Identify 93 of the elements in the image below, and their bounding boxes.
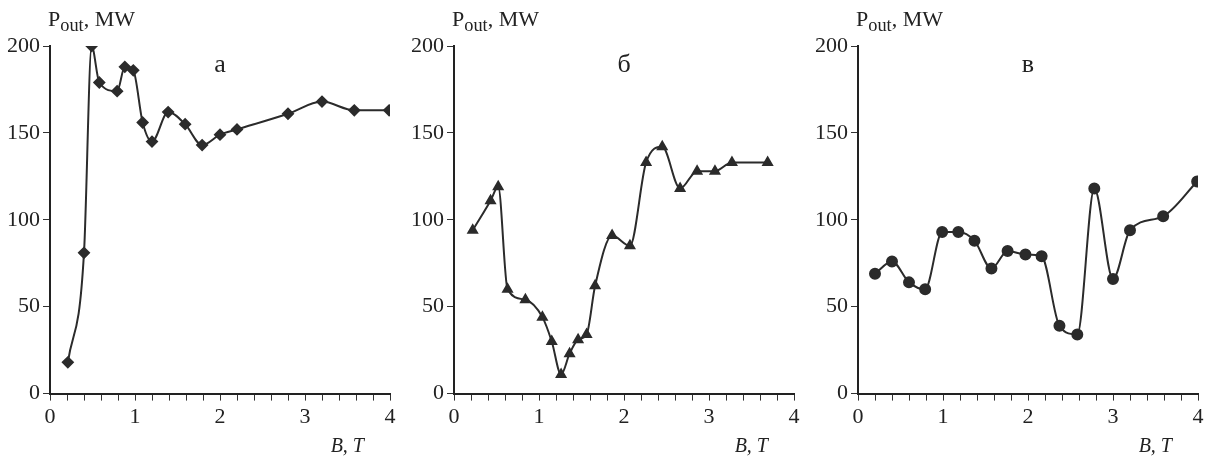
point — [520, 293, 531, 304]
point — [316, 95, 328, 108]
y-tick-label: 100 — [411, 205, 444, 231]
point — [624, 239, 636, 250]
point — [564, 347, 575, 358]
point — [589, 279, 601, 290]
point — [485, 194, 496, 205]
annotation: в — [1021, 48, 1035, 78]
x-axis-title: B, T — [1138, 434, 1172, 457]
y-tick-label: 50 — [826, 292, 848, 318]
point — [111, 85, 124, 98]
y-tick-label: 200 — [411, 31, 444, 57]
x-axis-title: B, T — [734, 434, 768, 457]
point — [1107, 272, 1119, 285]
point — [492, 180, 504, 191]
point — [196, 139, 209, 152]
point — [1157, 210, 1170, 223]
annotation: б — [617, 48, 631, 78]
point — [348, 104, 361, 117]
point — [78, 246, 90, 259]
point — [656, 140, 668, 151]
point — [726, 156, 738, 166]
point — [886, 255, 898, 268]
point — [606, 229, 618, 239]
x-tick-label: 1 — [533, 402, 545, 428]
x-tick-label: 2 — [1022, 402, 1034, 428]
point — [127, 64, 140, 77]
point — [1124, 224, 1136, 237]
point — [162, 106, 175, 119]
point — [502, 283, 513, 293]
point — [146, 135, 158, 148]
y-tick-label: 0 — [433, 379, 444, 405]
y-tick-label: 200 — [7, 31, 40, 57]
y-tick-label: 0 — [837, 379, 848, 405]
point — [581, 328, 592, 339]
point — [1001, 245, 1014, 258]
y-tick-label: 100 — [815, 205, 848, 231]
point — [691, 165, 703, 175]
x-tick-label: 0 — [44, 402, 56, 428]
x-tick-label: 2 — [214, 402, 226, 428]
y-tick-label: 50 — [422, 292, 444, 318]
point — [231, 123, 243, 136]
point — [179, 118, 192, 131]
y-tick-label: 150 — [411, 118, 444, 144]
point — [1071, 328, 1084, 341]
x-tick-label: 1 — [129, 402, 141, 428]
point — [467, 224, 479, 234]
y-axis-title: P$_{out}$, MW — [48, 6, 135, 37]
point — [640, 156, 652, 166]
y-tick-label: 150 — [815, 118, 848, 144]
point — [546, 335, 558, 345]
point — [61, 356, 74, 369]
point — [869, 267, 881, 280]
y-tick-label: 50 — [18, 292, 40, 318]
x-tick-label: 4 — [384, 402, 396, 428]
point — [762, 156, 773, 166]
point — [1019, 248, 1032, 261]
point — [1035, 250, 1048, 263]
point — [1088, 182, 1101, 195]
point — [555, 368, 567, 378]
x-tick-label: 2 — [618, 402, 630, 428]
point — [1053, 319, 1066, 332]
point — [952, 225, 965, 238]
y-axis-title: P$_{out}$, MW — [452, 6, 539, 37]
point — [674, 182, 686, 193]
point — [919, 283, 932, 296]
point — [214, 128, 226, 141]
point — [118, 60, 131, 73]
y-tick-label: 200 — [815, 31, 848, 57]
x-tick-label: 1 — [937, 402, 949, 428]
y-tick-label: 150 — [7, 118, 40, 144]
point — [936, 225, 949, 238]
point — [93, 76, 106, 89]
x-axis-title: B, T — [330, 434, 364, 457]
point — [572, 333, 584, 344]
x-tick-label: 0 — [448, 402, 460, 428]
point — [282, 107, 294, 120]
point — [968, 234, 981, 247]
point — [985, 262, 998, 275]
y-axis-title: P$_{out}$, MW — [856, 6, 943, 37]
x-tick-label: 3 — [703, 402, 715, 428]
annotation: а — [214, 48, 227, 78]
x-tick-label: 3 — [299, 402, 311, 428]
point — [709, 165, 721, 175]
point — [903, 276, 915, 289]
point — [537, 311, 548, 321]
y-tick-label: 0 — [29, 379, 40, 405]
x-tick-label: 0 — [852, 402, 864, 428]
y-tick-label: 100 — [7, 205, 40, 231]
x-tick-label: 4 — [1192, 402, 1204, 428]
point — [136, 116, 149, 129]
x-tick-label: 3 — [1107, 402, 1119, 428]
x-tick-label: 4 — [788, 402, 800, 428]
